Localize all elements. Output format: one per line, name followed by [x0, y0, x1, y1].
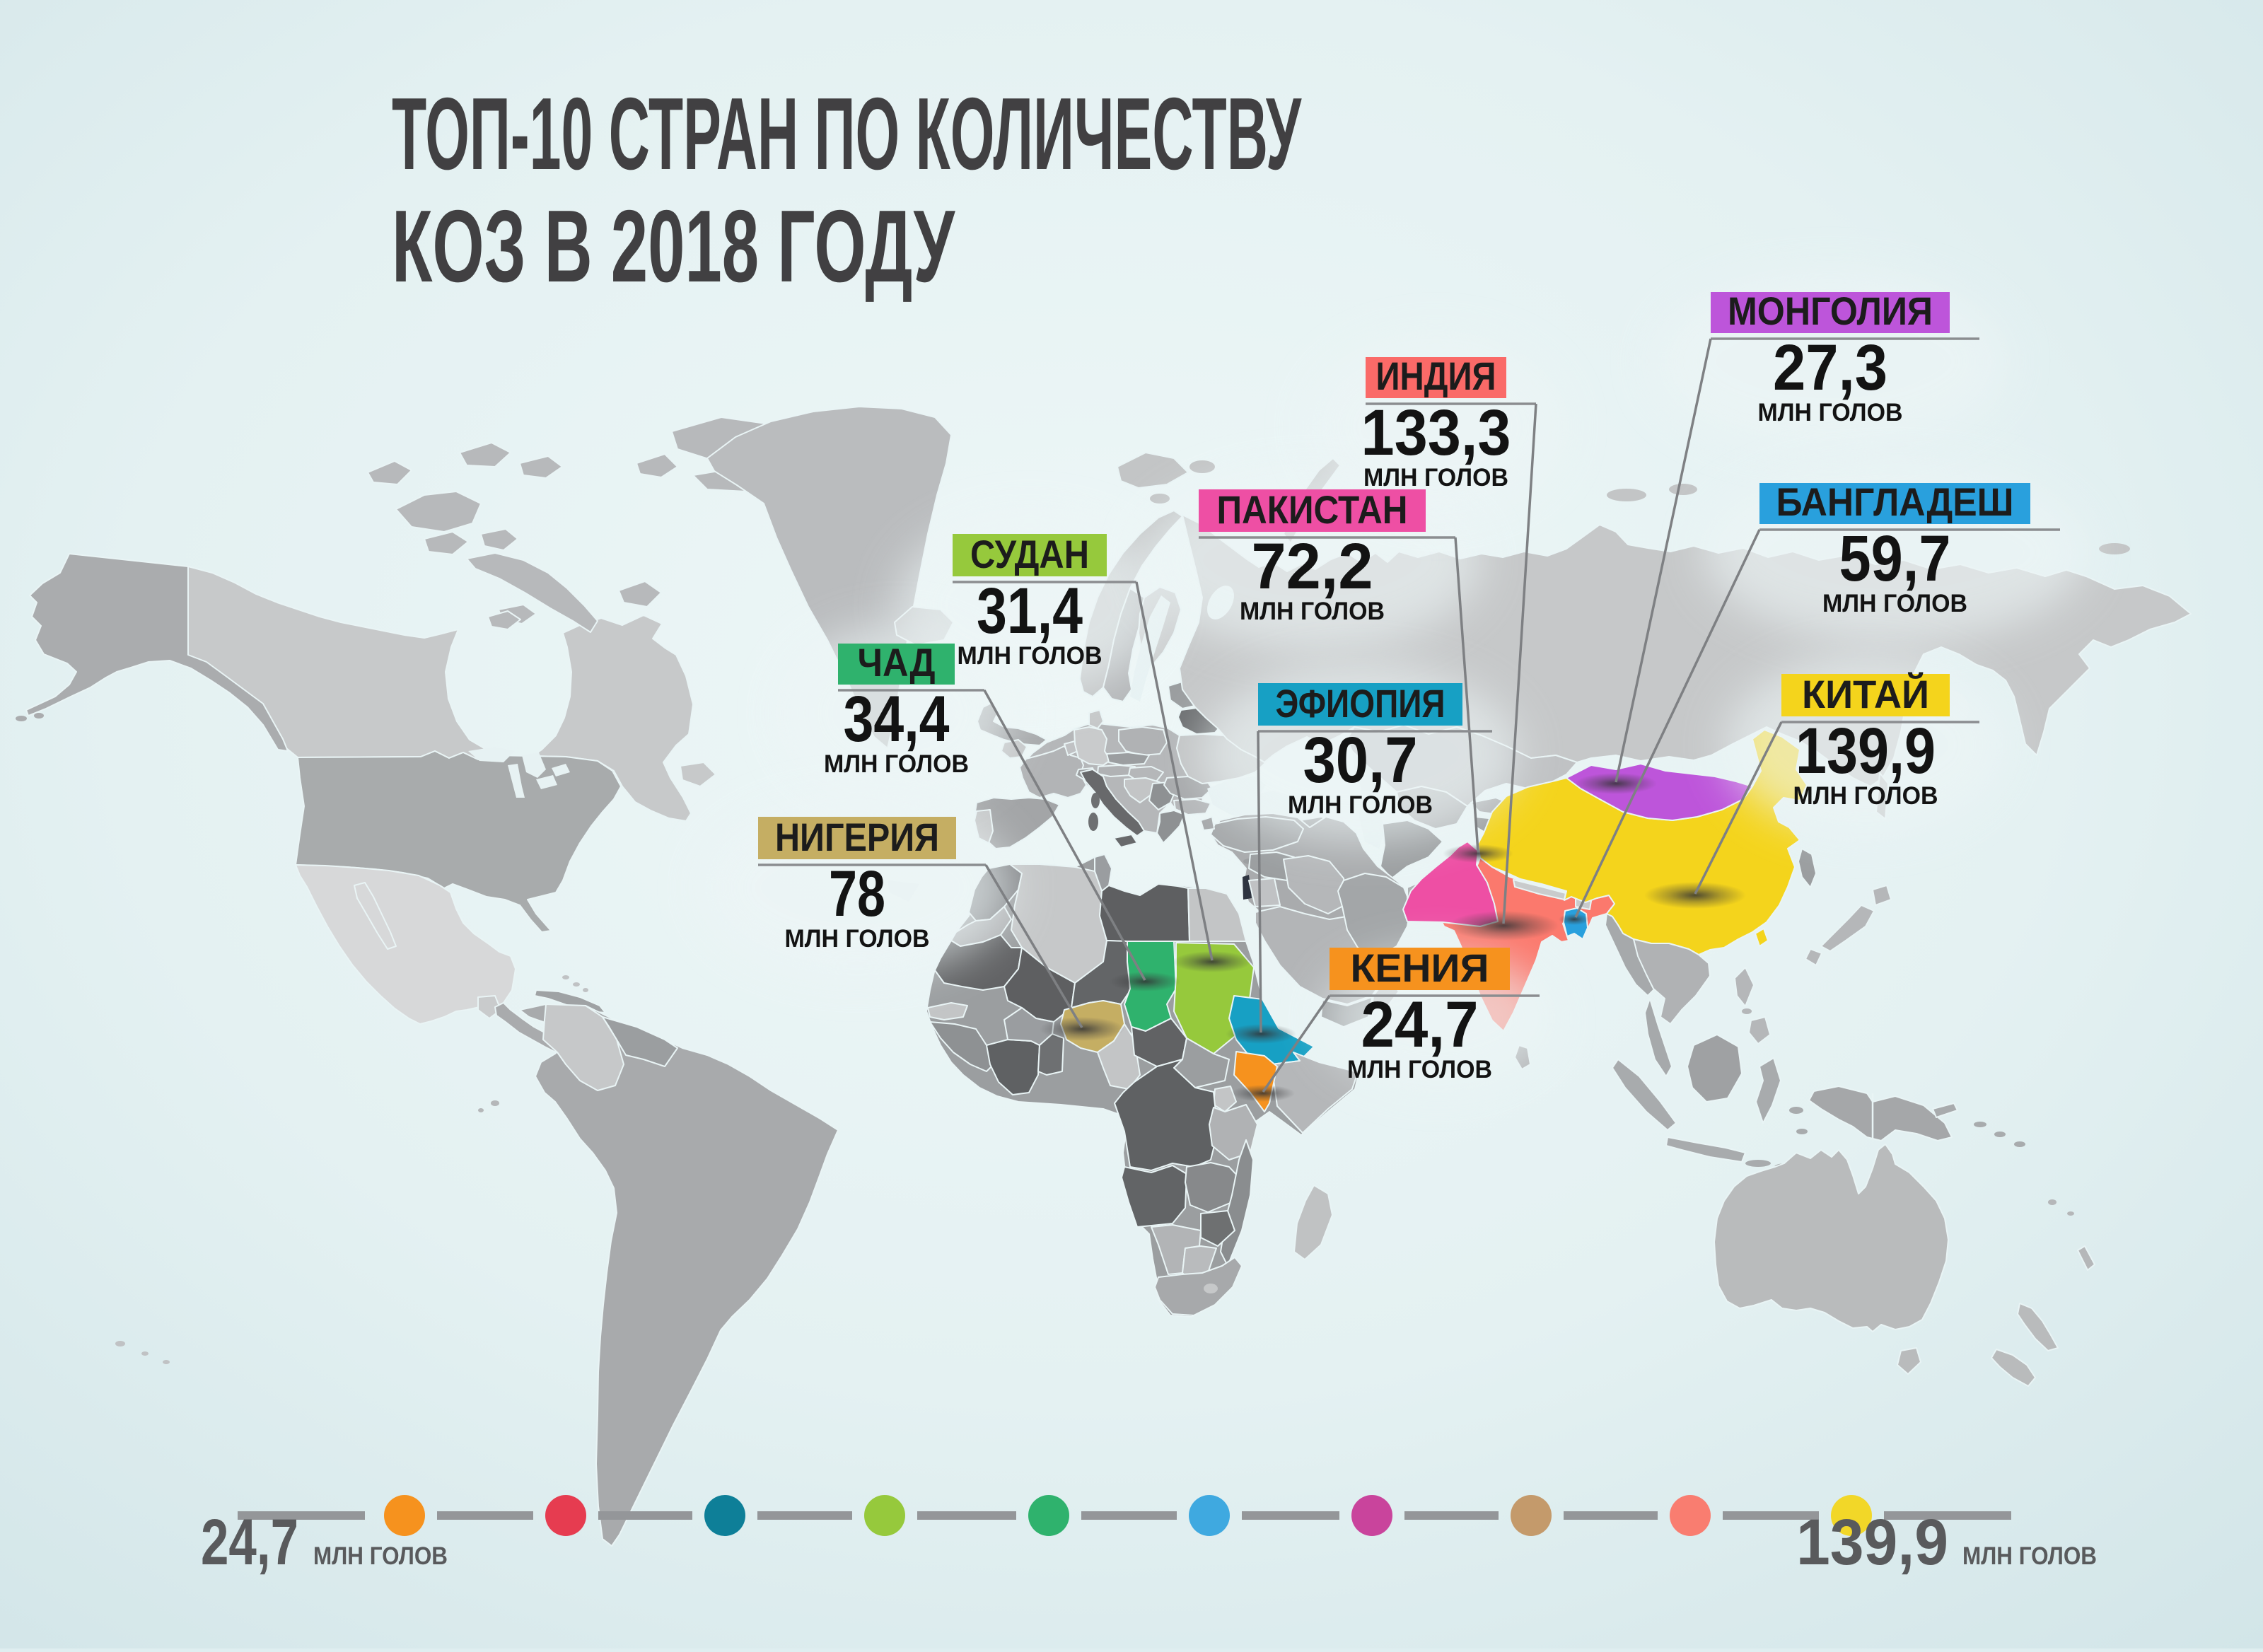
- svg-text:МЛН ГОЛОВ: МЛН ГОЛОВ: [1793, 782, 1938, 810]
- svg-text:МЛН ГОЛОВ: МЛН ГОЛОВ: [1240, 598, 1385, 625]
- svg-text:МЛН ГОЛОВ: МЛН ГОЛОВ: [1822, 590, 1967, 617]
- svg-text:КИТАЙ: КИТАЙ: [1802, 672, 1929, 716]
- svg-text:ИНДИЯ: ИНДИЯ: [1376, 354, 1496, 398]
- svg-text:30,7: 30,7: [1303, 724, 1418, 796]
- svg-text:27,3: 27,3: [1773, 332, 1887, 404]
- svg-text:24,7: 24,7: [201, 1506, 298, 1578]
- svg-text:МЛН ГОЛОВ: МЛН ГОЛОВ: [1288, 791, 1433, 819]
- svg-text:МЛН ГОЛОВ: МЛН ГОЛОВ: [1347, 1056, 1492, 1083]
- svg-text:ЭФИОПИЯ: ЭФИОПИЯ: [1276, 681, 1445, 726]
- svg-text:139,9: 139,9: [1796, 1506, 1948, 1578]
- svg-text:133,3: 133,3: [1361, 397, 1511, 469]
- svg-text:ЧАД: ЧАД: [858, 640, 936, 685]
- svg-text:МЛН ГОЛОВ: МЛН ГОЛОВ: [1758, 399, 1903, 426]
- svg-text:МЛН ГОЛОВ: МЛН ГОЛОВ: [1363, 464, 1508, 491]
- svg-text:34,4: 34,4: [844, 683, 950, 755]
- svg-text:НИГЕРИЯ: НИГЕРИЯ: [775, 815, 939, 859]
- svg-text:ПАКИСТАН: ПАКИСТАН: [1217, 487, 1408, 532]
- svg-text:72,2: 72,2: [1252, 530, 1373, 603]
- svg-text:КЕНИЯ: КЕНИЯ: [1351, 946, 1489, 990]
- svg-text:59,7: 59,7: [1839, 523, 1951, 595]
- svg-text:СУДАН: СУДАН: [970, 532, 1089, 576]
- svg-text:КОЗ В 2018 ГОДУ: КОЗ В 2018 ГОДУ: [392, 189, 955, 303]
- svg-text:139,9: 139,9: [1796, 715, 1936, 787]
- svg-text:МЛН ГОЛОВ: МЛН ГОЛОВ: [958, 642, 1103, 670]
- svg-text:МЛН ГОЛОВ: МЛН ГОЛОВ: [785, 925, 930, 953]
- svg-text:78: 78: [829, 858, 885, 930]
- svg-text:МЛН ГОЛОВ: МЛН ГОЛОВ: [313, 1542, 448, 1570]
- svg-text:31,4: 31,4: [977, 575, 1083, 647]
- svg-text:МОНГОЛИЯ: МОНГОЛИЯ: [1728, 289, 1933, 333]
- svg-text:МЛН ГОЛОВ: МЛН ГОЛОВ: [1962, 1542, 2097, 1570]
- svg-text:МЛН ГОЛОВ: МЛН ГОЛОВ: [824, 750, 969, 778]
- svg-text:БАНГЛАДЕШ: БАНГЛАДЕШ: [1776, 479, 2014, 524]
- svg-text:ТОП-10 СТРАН ПО КОЛИЧЕСТВУ: ТОП-10 СТРАН ПО КОЛИЧЕСТВУ: [392, 76, 1302, 191]
- svg-text:24,7: 24,7: [1361, 989, 1479, 1061]
